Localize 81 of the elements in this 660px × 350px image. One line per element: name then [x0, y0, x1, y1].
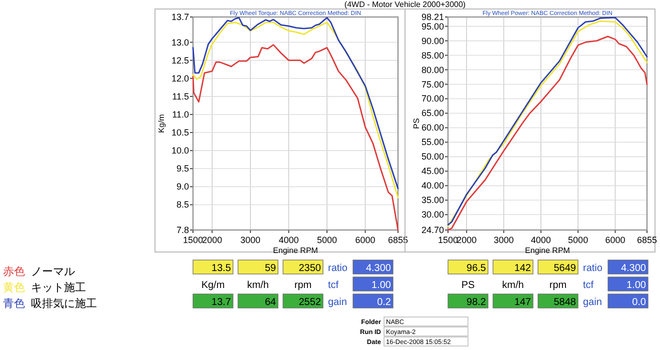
- text: rpm: [549, 280, 567, 291]
- y-tick-label: 80.00: [421, 64, 444, 75]
- text: gain: [328, 297, 347, 308]
- text: Kg/m: [201, 280, 225, 291]
- text: 2350: [298, 263, 322, 274]
- y-tick-label: 30.00: [421, 210, 444, 220]
- text: gain: [583, 297, 602, 308]
- y-tick-label: 50.00: [421, 152, 444, 162]
- text: 59: [264, 263, 276, 274]
- x-tick-label: 3000: [240, 235, 260, 245]
- y-tick-label: 85.00: [421, 50, 444, 60]
- x-axis-title: Engine RPM: [273, 246, 318, 255]
- y-tick-label: 8.5: [176, 200, 189, 210]
- y-tick-label: 10.5: [171, 128, 189, 138]
- x-tick-label: 2000: [456, 235, 477, 245]
- y-tick-label: 12.0: [171, 73, 189, 84]
- text: 0.0: [632, 297, 646, 308]
- y-tick-label: 90.00: [421, 36, 444, 46]
- x-tick-label: 6855: [636, 235, 658, 245]
- text: PS: [461, 280, 475, 291]
- y-tick-label: 70.00: [421, 94, 444, 104]
- text: 1.00: [372, 280, 392, 291]
- text: 142: [514, 263, 532, 274]
- text: rpm: [294, 280, 312, 291]
- text: 5649: [554, 263, 576, 274]
- x-tick-label: 4000: [530, 235, 551, 245]
- y-tick-label: 60.00: [421, 122, 444, 133]
- y-tick-label: 12.5: [171, 55, 189, 66]
- y-tick-label: 75.00: [421, 79, 444, 90]
- y-tick-label: 7.8: [176, 225, 189, 235]
- text: 青色 吸排気に施工: [3, 297, 97, 310]
- text: km/h: [502, 280, 524, 291]
- x-tick-label: 5000: [316, 235, 338, 245]
- y-tick-label: 9.5: [176, 164, 189, 174]
- text: 64: [264, 297, 276, 308]
- x-tick-label: 2000: [202, 235, 222, 245]
- x-tick-label: 6000: [355, 235, 376, 245]
- x-tick-label: 3000: [494, 235, 514, 245]
- y-axis-title: Kg/m: [157, 114, 166, 133]
- x-tick-label: 4000: [278, 235, 299, 245]
- y-tick-label: 55.00: [421, 137, 444, 148]
- y-tick-label: 45.00: [421, 166, 444, 176]
- text: 赤色 ノーマル: [3, 265, 75, 278]
- y-tick-label: 24.70: [421, 225, 444, 235]
- y-tick-label: 11.5: [172, 91, 189, 102]
- text: 13.5: [212, 263, 232, 274]
- x-tick-label: 1500: [438, 235, 458, 245]
- y-tick-label: 10.0: [171, 146, 189, 156]
- y-tick-label: 98.21: [421, 12, 444, 22]
- y-tick-label: 95.00: [421, 21, 444, 32]
- x-tick-label: 1500: [182, 235, 204, 245]
- text: 98.2: [466, 297, 486, 308]
- x-axis-title: Engine RPM: [525, 246, 570, 255]
- y-tick-label: 35.00: [421, 195, 444, 206]
- text: 13.7: [212, 297, 232, 308]
- y-tick-label: 40.00: [421, 180, 444, 191]
- chart-title: (4WD - Motor Vehicle 2000+3000): [344, 0, 466, 9]
- x-tick-label: 6855: [388, 235, 408, 245]
- text: 2552: [298, 297, 322, 308]
- x-tick-label: 5000: [568, 235, 588, 245]
- line-series: [192, 44, 399, 231]
- y-axis-title: PS: [412, 118, 421, 129]
- text: 0.2: [377, 297, 392, 308]
- text: 黄色 キット施工: [3, 281, 86, 294]
- text: 5848: [554, 297, 576, 308]
- y-tick-label: 13.0: [171, 37, 189, 48]
- text: 147: [514, 297, 532, 308]
- text: km/h: [247, 280, 269, 291]
- text: 1.00: [626, 280, 646, 291]
- text: ratio: [583, 263, 603, 274]
- text: ratio: [328, 263, 348, 274]
- text: 96.5: [466, 263, 486, 274]
- text: tcf: [583, 280, 594, 291]
- text: 4.300: [366, 263, 392, 274]
- y-tick-label: 13.7: [171, 12, 189, 22]
- y-tick-label: 65.00: [421, 108, 444, 118]
- text: tcf: [328, 280, 339, 291]
- text: 4.300: [620, 263, 646, 274]
- x-tick-label: 6000: [605, 235, 626, 245]
- y-tick-label: 11.0: [172, 109, 189, 120]
- y-tick-label: 9.0: [176, 182, 189, 192]
